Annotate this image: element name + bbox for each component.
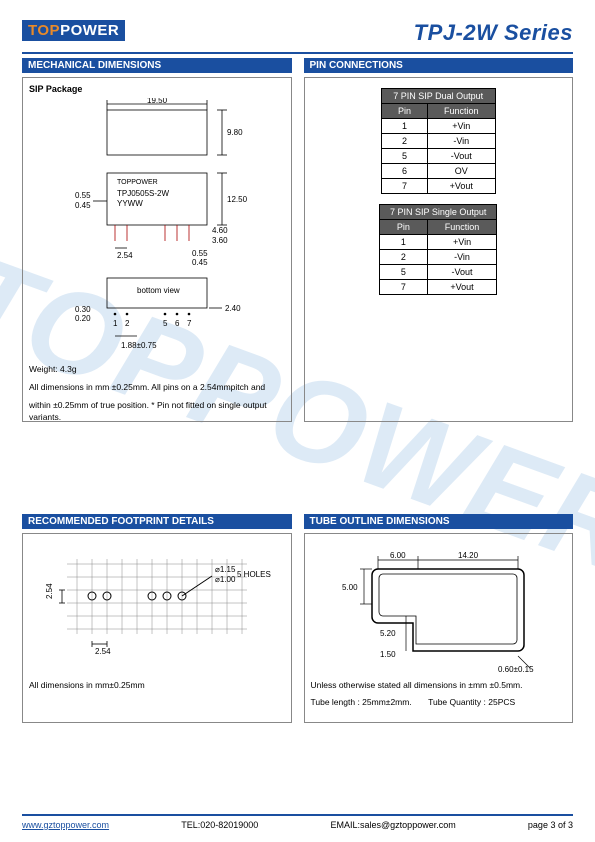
footprint-panel: ⌀1.15 ⌀1.00 5 HOLES 2.54 2.54 All dimens…: [22, 533, 292, 723]
mech-weight: Weight: 4.3g: [29, 364, 285, 376]
pin-table-single: 7 PIN SIP Single Output PinFunction 1+Vi…: [379, 204, 497, 295]
footer-tel: TEL:020-82019000: [181, 820, 258, 830]
tube-drawing: 6.00 14.20 5.00 5.20 1.50 0.60±0.15: [318, 544, 558, 674]
svg-text:bottom view: bottom view: [137, 286, 180, 295]
svg-text:2.40: 2.40: [225, 304, 241, 313]
logo: TOPPOWER: [22, 20, 125, 41]
footprint-drawing: ⌀1.15 ⌀1.00 5 HOLES 2.54 2.54: [37, 544, 277, 674]
svg-text:0.45: 0.45: [192, 258, 208, 267]
svg-text:5.20: 5.20: [380, 629, 396, 638]
svg-text:5: 5: [163, 319, 168, 328]
svg-text:5.00: 5.00: [342, 583, 358, 592]
section-pins: PIN CONNECTIONS: [304, 58, 574, 73]
svg-text:2: 2: [125, 319, 130, 328]
svg-text:12.50: 12.50: [227, 195, 248, 204]
svg-text:1.88±0.75: 1.88±0.75: [121, 341, 157, 350]
svg-text:2.54: 2.54: [45, 582, 54, 598]
tube-note1: Unless otherwise stated all dimensions i…: [311, 680, 567, 692]
single-title: 7 PIN SIP Single Output: [380, 205, 497, 220]
svg-text:0.20: 0.20: [75, 314, 91, 323]
section-mech: MECHANICAL DIMENSIONS: [22, 58, 292, 73]
svg-text:3.60: 3.60: [212, 236, 228, 245]
footer: www.gztoppower.com TEL:020-82019000 EMAI…: [22, 814, 573, 830]
section-tube: TUBE OUTLINE DIMENSIONS: [304, 514, 574, 529]
mech-panel: SIP Package 19.50 9.80 TOPPOWE: [22, 77, 292, 422]
svg-text:19.50: 19.50: [147, 98, 168, 105]
sip-label: SIP Package: [29, 84, 285, 94]
svg-text:6.00: 6.00: [390, 551, 406, 560]
footer-url[interactable]: www.gztoppower.com: [22, 820, 109, 830]
mech-drawing: 19.50 9.80 TOPPOWER TPJ0505S-2W YYWW 12.…: [37, 98, 277, 358]
mech-note1: All dimensions in mm ±0.25mm. All pins o…: [29, 382, 285, 394]
svg-text:0.45: 0.45: [75, 201, 91, 210]
tube-note2: Tube length : 25mm±2mm. Tube Quantity : …: [311, 697, 567, 709]
svg-text:1: 1: [113, 319, 118, 328]
header-rule: [22, 52, 573, 54]
footer-email: EMAIL:sales@gztoppower.com: [331, 820, 456, 830]
svg-text:7: 7: [187, 319, 192, 328]
svg-text:9.80: 9.80: [227, 128, 243, 137]
pin-table-dual: 7 PIN SIP Dual Output PinFunction 1+Vin …: [381, 88, 496, 194]
svg-text:⌀1.15: ⌀1.15: [215, 565, 236, 574]
footprint-note: All dimensions in mm±0.25mm: [29, 680, 285, 692]
svg-text:6: 6: [175, 319, 180, 328]
svg-text:TOPPOWER: TOPPOWER: [117, 179, 158, 186]
svg-text:2.54: 2.54: [95, 647, 111, 656]
section-footprint: RECOMMENDED FOOTPRINT DETAILS: [22, 514, 292, 529]
svg-text:TPJ0505S-2W: TPJ0505S-2W: [117, 189, 169, 198]
mech-note2: within ±0.25mm of true position. * Pin n…: [29, 400, 285, 424]
svg-text:0.60±0.15: 0.60±0.15: [498, 665, 534, 674]
svg-text:2.54: 2.54: [117, 251, 133, 260]
svg-text:5 HOLES: 5 HOLES: [237, 570, 271, 579]
series-title: TPJ-2W Series: [414, 20, 573, 46]
logo-power: POWER: [60, 22, 119, 39]
dual-title: 7 PIN SIP Dual Output: [381, 89, 495, 104]
svg-text:0.55: 0.55: [75, 191, 91, 200]
svg-text:YYWW: YYWW: [117, 199, 143, 208]
footer-page: page 3 of 3: [528, 820, 573, 830]
svg-text:14.20: 14.20: [458, 551, 479, 560]
svg-text:0.55: 0.55: [192, 249, 208, 258]
svg-text:4.60: 4.60: [212, 226, 228, 235]
tube-panel: 6.00 14.20 5.00 5.20 1.50 0.60±0.15: [304, 533, 574, 723]
pins-panel: 7 PIN SIP Dual Output PinFunction 1+Vin …: [304, 77, 574, 422]
logo-top: TOP: [28, 22, 60, 39]
svg-text:0.30: 0.30: [75, 305, 91, 314]
svg-text:⌀1.00: ⌀1.00: [215, 575, 236, 584]
svg-text:1.50: 1.50: [380, 650, 396, 659]
